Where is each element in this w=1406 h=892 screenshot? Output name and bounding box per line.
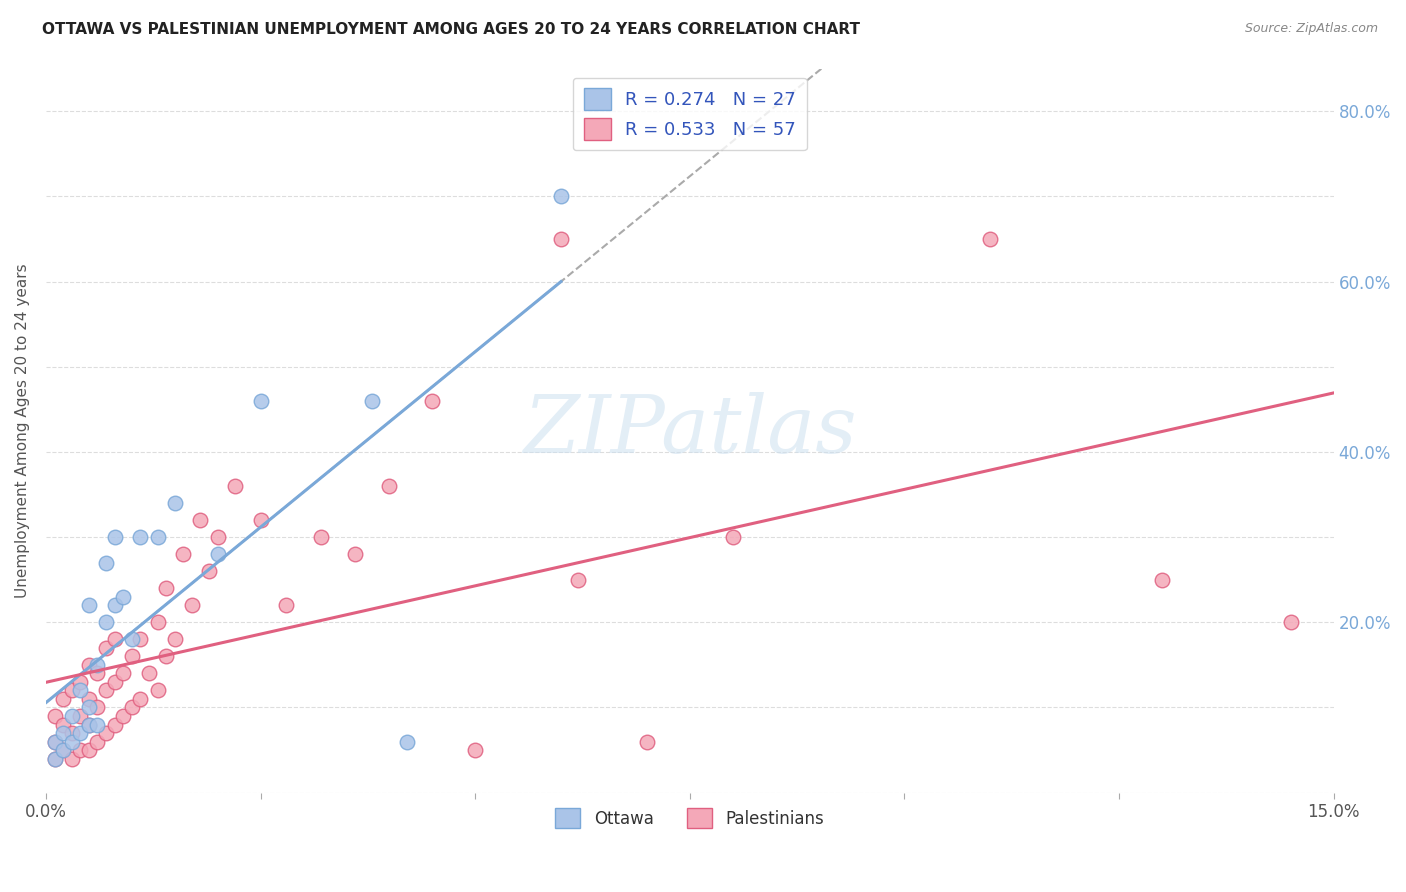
Point [44,734,66,748]
Point [155,581,177,595]
Point [77,700,100,714]
Point [636,734,658,748]
Point [94,683,117,698]
Point [60,751,83,765]
Point [86,657,108,672]
Point [77,692,100,706]
Point [60,734,83,748]
Point [86,700,108,714]
Point [52,726,75,740]
Point [163,496,186,510]
Point [104,632,127,647]
Point [121,649,143,664]
Point [77,717,100,731]
Point [94,640,117,655]
Text: OTTAWA VS PALESTINIAN UNEMPLOYMENT AMONG AGES 20 TO 24 YEARS CORRELATION CHART: OTTAWA VS PALESTINIAN UNEMPLOYMENT AMONG… [42,22,860,37]
Point [979,232,1001,246]
Point [464,743,486,757]
Y-axis label: Unemployment Among Ages 20 to 24 years: Unemployment Among Ages 20 to 24 years [15,263,30,598]
Point [121,700,143,714]
Point [180,599,202,613]
Point [86,734,108,748]
Point [146,530,169,544]
Point [44,751,66,765]
Point [77,657,100,672]
Point [207,547,229,561]
Point [121,632,143,647]
Point [361,393,384,408]
Point [69,709,91,723]
Point [86,666,108,681]
Point [190,513,212,527]
Point [172,547,194,561]
Point [155,649,177,664]
Point [77,599,100,613]
Point [276,599,298,613]
Point [44,734,66,748]
Point [550,232,572,246]
Point [52,717,75,731]
Point [104,530,127,544]
Point [309,530,332,544]
Point [69,674,91,689]
Legend: Ottawa, Palestinians: Ottawa, Palestinians [548,801,831,835]
Point [420,393,443,408]
Point [44,751,66,765]
Point [198,564,221,578]
Point [224,479,246,493]
Point [94,556,117,570]
Point [112,666,135,681]
Point [77,717,100,731]
Point [146,615,169,630]
Point [129,692,152,706]
Text: ZIPatlas: ZIPatlas [523,392,856,469]
Point [249,393,271,408]
Point [112,709,135,723]
Point [104,717,127,731]
Point [163,632,186,647]
Point [1279,615,1302,630]
Point [129,530,152,544]
Point [86,717,108,731]
Point [249,513,271,527]
Point [395,734,418,748]
Point [94,726,117,740]
Point [60,726,83,740]
Point [69,683,91,698]
Text: Source: ZipAtlas.com: Source: ZipAtlas.com [1244,22,1378,36]
Point [52,743,75,757]
Point [52,692,75,706]
Point [146,683,169,698]
Point [44,709,66,723]
Point [567,573,589,587]
Point [60,709,83,723]
Point [52,743,75,757]
Point [129,632,152,647]
Point [104,599,127,613]
Point [69,743,91,757]
Point [60,683,83,698]
Point [104,674,127,689]
Point [207,530,229,544]
Point [343,547,366,561]
Point [94,615,117,630]
Point [69,726,91,740]
Point [77,743,100,757]
Point [378,479,401,493]
Point [112,590,135,604]
Point [721,530,744,544]
Point [138,666,160,681]
Point [1150,573,1173,587]
Point [550,189,572,203]
